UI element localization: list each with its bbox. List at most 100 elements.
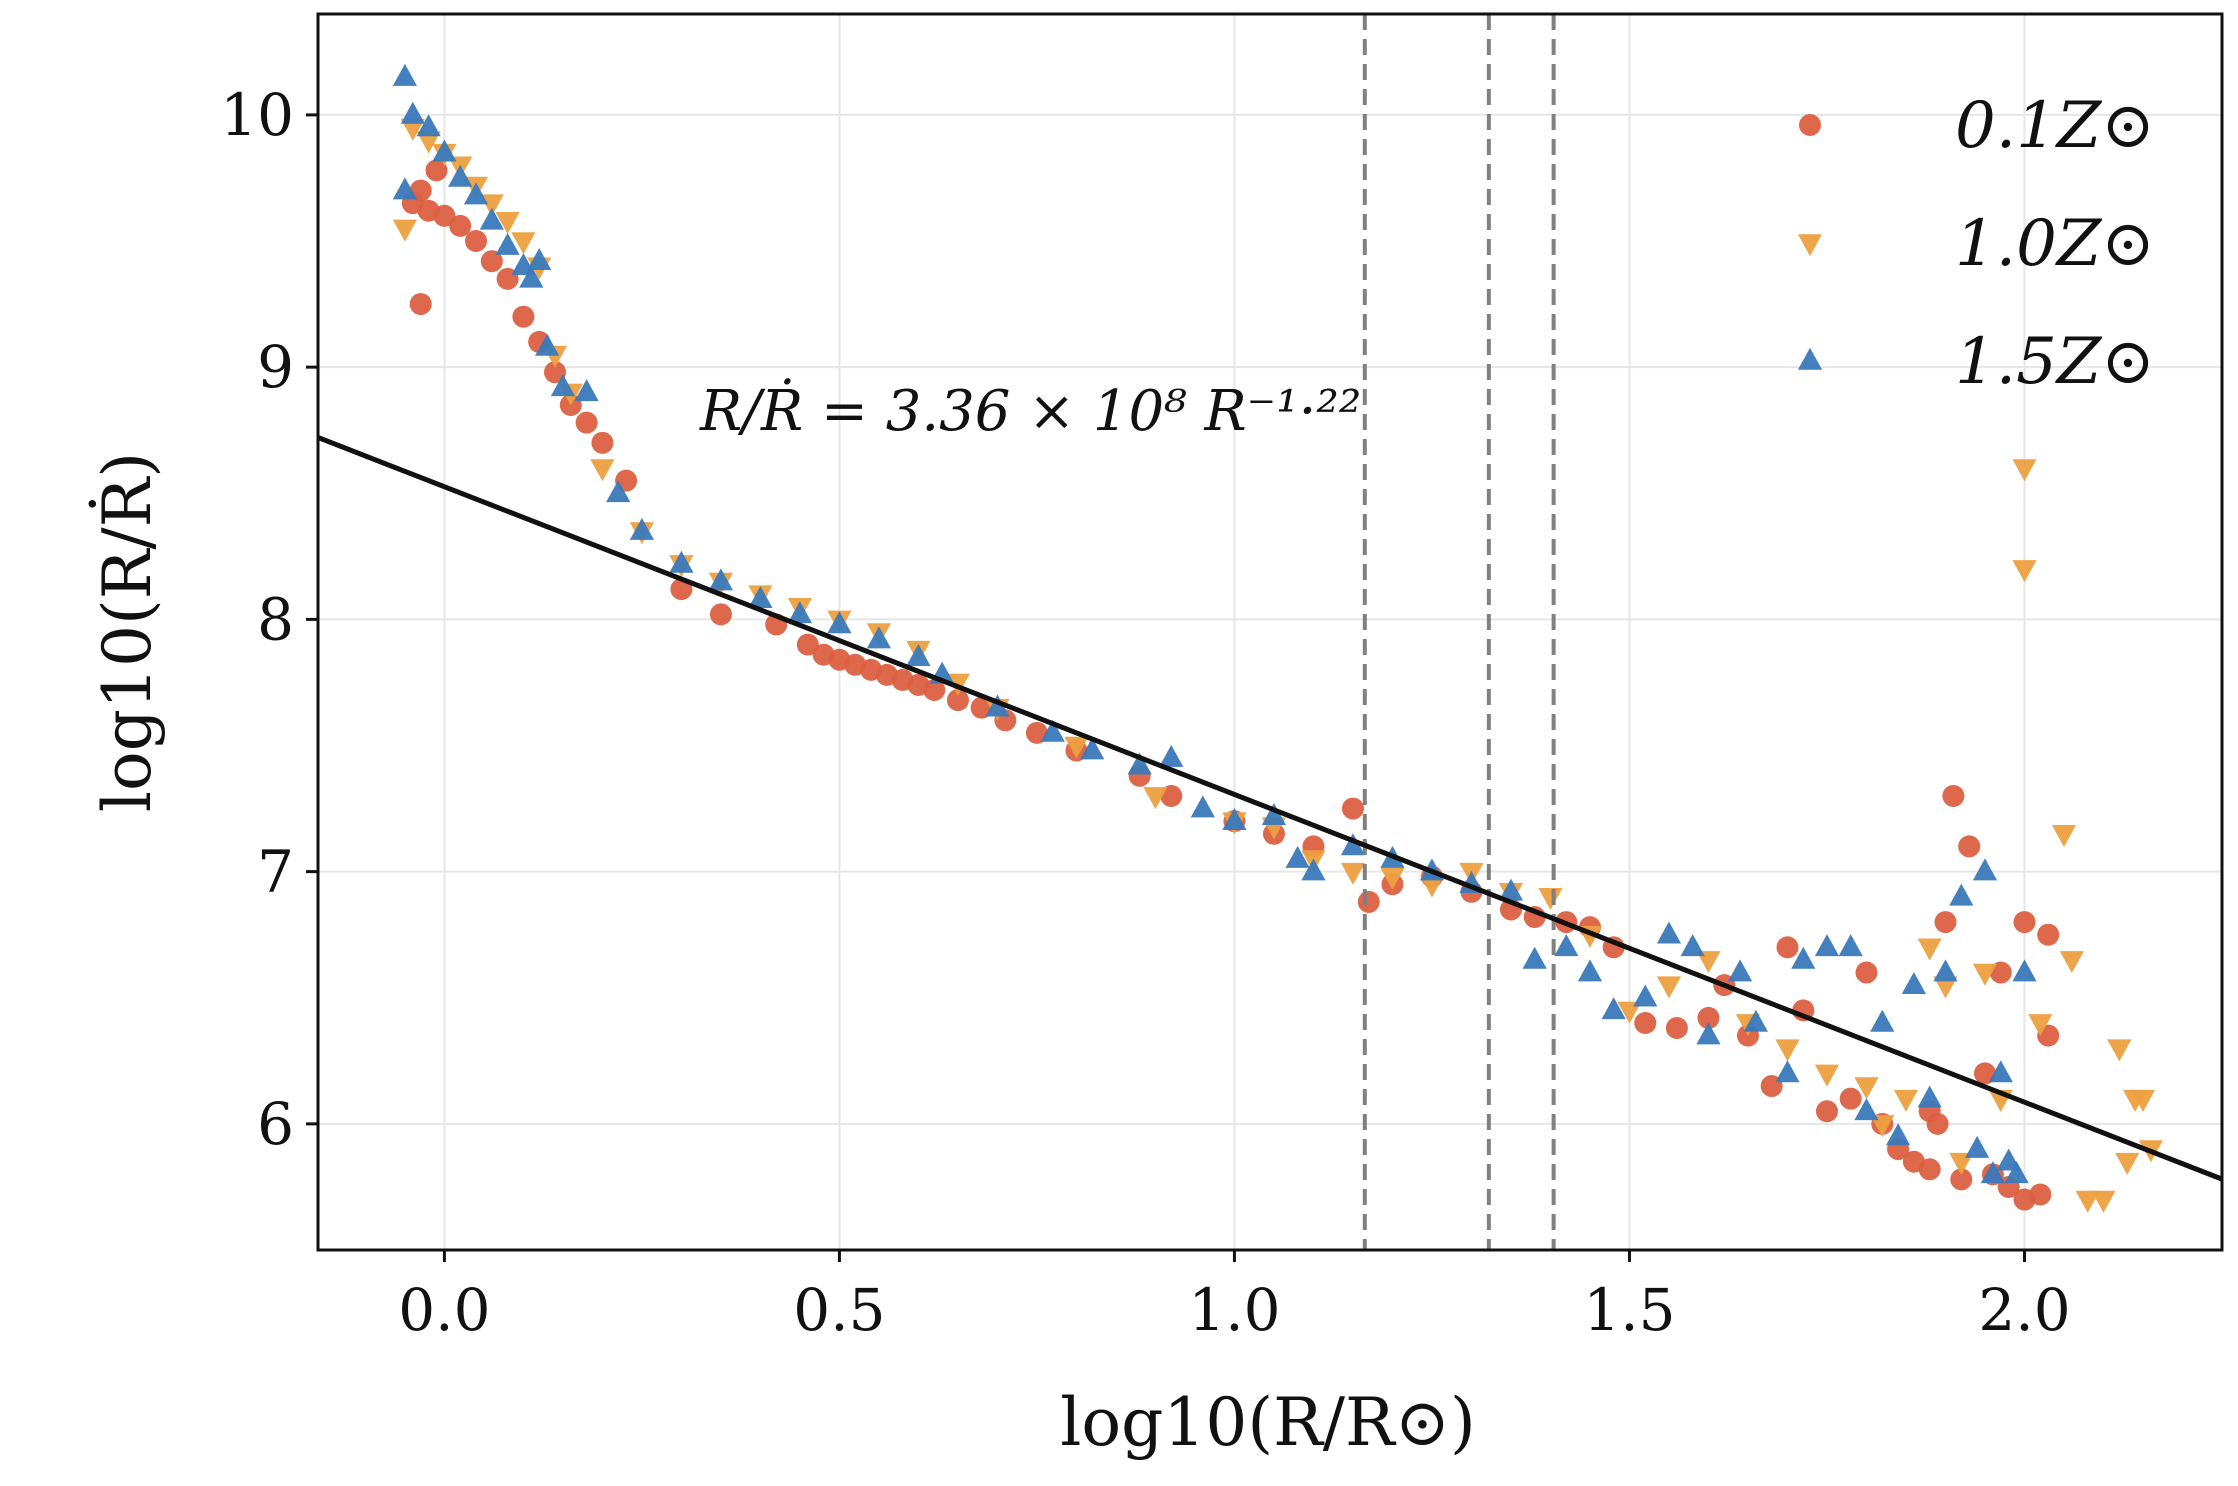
data-point <box>1972 858 1998 881</box>
data-point <box>1601 997 1626 1020</box>
data-point <box>1933 976 1958 999</box>
legend-marker <box>1799 114 1821 136</box>
data-point <box>1498 878 1524 901</box>
data-point <box>1040 719 1065 742</box>
data-point <box>1380 867 1405 890</box>
data-point <box>2013 911 2036 934</box>
data-point <box>1554 934 1579 957</box>
data-point <box>1143 787 1168 810</box>
data-point <box>1839 1087 1862 1110</box>
data-point <box>535 333 560 356</box>
data-point <box>550 374 576 397</box>
data-point <box>544 361 567 384</box>
legend-label: 0.1Z⊙ <box>1955 89 2155 163</box>
data-point <box>425 159 448 182</box>
data-point <box>1025 721 1048 744</box>
data-point <box>416 114 441 137</box>
data-point <box>1064 736 1089 759</box>
data-point <box>748 586 773 609</box>
data-point <box>1656 921 1682 944</box>
data-point <box>392 177 418 200</box>
data-point <box>2037 923 2060 946</box>
data-point <box>1870 1115 1895 1138</box>
data-point <box>787 601 813 624</box>
y-tick-label: 9 <box>257 333 294 401</box>
legend-label: 1.0Z⊙ <box>1955 207 2155 281</box>
data-point <box>1634 1011 1657 1034</box>
data-point <box>409 293 432 316</box>
data-point <box>1815 1100 1838 1123</box>
data-point <box>2004 1161 2029 1184</box>
data-point <box>1159 744 1184 767</box>
data-point <box>416 131 441 154</box>
data-point <box>1341 797 1364 820</box>
fit-line <box>318 435 2222 1182</box>
data-point <box>1870 1009 1895 1032</box>
data-point <box>1340 862 1366 885</box>
data-point <box>409 179 432 202</box>
data-point <box>1901 971 1926 994</box>
data-point <box>1080 737 1105 760</box>
data-point <box>970 696 993 719</box>
data-point <box>1419 875 1445 898</box>
data-point <box>1934 911 1957 934</box>
data-point <box>1989 961 2012 984</box>
data-point <box>1577 959 1603 982</box>
data-point <box>449 214 472 237</box>
x-tick-label: 0.5 <box>793 1276 885 1344</box>
legend-marker <box>1797 347 1823 370</box>
data-point <box>2091 1190 2116 1213</box>
data-point <box>1926 1112 1949 1135</box>
x-tick-label: 1.5 <box>1583 1276 1675 1344</box>
data-point <box>511 232 536 255</box>
data-point <box>923 679 946 702</box>
grid-lines <box>318 14 2222 1250</box>
data-point <box>1697 1006 1720 1029</box>
data-point <box>1301 858 1326 881</box>
series-group-3 <box>392 63 2037 1184</box>
data-point <box>1127 752 1152 775</box>
legend-label: 1.5Z⊙ <box>1955 325 2155 399</box>
data-point <box>2012 560 2037 583</box>
data-point <box>392 63 418 86</box>
data-point <box>1933 959 1958 982</box>
data-point <box>1885 1123 1911 1146</box>
data-point <box>463 182 489 205</box>
data-point <box>1190 795 1215 818</box>
data-point <box>1949 883 1974 906</box>
data-point <box>1285 845 1310 868</box>
data-point <box>512 305 535 328</box>
data-point <box>433 204 456 227</box>
data-point <box>590 459 615 482</box>
data-point <box>709 603 732 626</box>
data-point <box>946 689 969 712</box>
vertical-reference-lines <box>1362 14 1556 1250</box>
series-group-2 <box>392 118 2163 1213</box>
data-point <box>1949 1152 1974 1175</box>
data-point <box>1854 1077 1879 1100</box>
data-point <box>1791 946 1816 969</box>
data-point <box>2130 1089 2156 1112</box>
data-point <box>480 250 503 273</box>
data-point <box>1261 802 1287 825</box>
y-tick-label: 7 <box>257 838 294 906</box>
y-tick-label: 6 <box>257 1090 294 1158</box>
x-tick-label: 0.0 <box>398 1276 490 1344</box>
data-point <box>1617 1001 1642 1024</box>
data-point <box>1775 1039 1800 1062</box>
data-point <box>708 568 734 591</box>
data-point <box>629 517 655 540</box>
data-point <box>1222 807 1247 830</box>
data-point <box>1980 1161 2005 1184</box>
data-point <box>1854 1098 1879 1121</box>
data-point <box>906 644 931 667</box>
data-point <box>1942 784 1965 807</box>
data-point <box>1340 833 1366 856</box>
x-tick-label: 2.0 <box>1978 1276 2070 1344</box>
data-point <box>479 207 504 230</box>
data-point <box>1814 934 1840 957</box>
data-point <box>1775 1060 1800 1083</box>
data-point <box>2075 1190 2100 1213</box>
data-point <box>400 118 425 141</box>
